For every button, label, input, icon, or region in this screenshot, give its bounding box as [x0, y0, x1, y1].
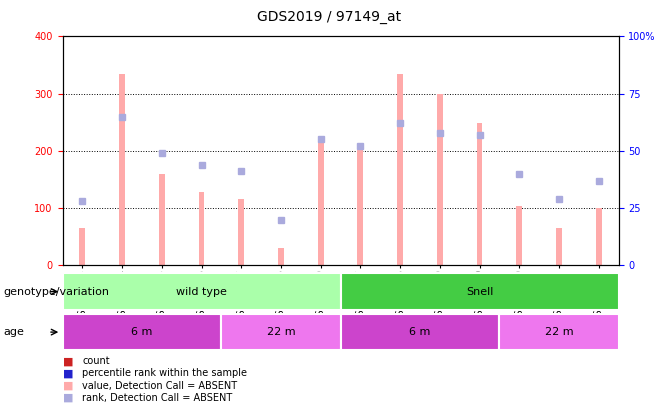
Text: count: count: [82, 356, 110, 366]
Text: percentile rank within the sample: percentile rank within the sample: [82, 369, 247, 378]
Text: ■: ■: [63, 393, 73, 403]
Bar: [357, 145, 363, 265]
Text: ■: ■: [63, 381, 73, 390]
Bar: [199, 192, 205, 265]
Text: Snell: Snell: [466, 287, 494, 296]
Text: ■: ■: [63, 356, 73, 366]
Bar: [341, 273, 619, 310]
Text: 6 m: 6 m: [131, 327, 153, 337]
Text: ■: ■: [63, 369, 73, 378]
Bar: [119, 74, 125, 265]
Text: 6 m: 6 m: [409, 327, 430, 337]
Bar: [80, 228, 86, 265]
Text: GDS2019 / 97149_at: GDS2019 / 97149_at: [257, 10, 401, 24]
Text: genotype/variation: genotype/variation: [3, 287, 109, 296]
Bar: [63, 314, 221, 350]
Bar: [595, 208, 601, 265]
Bar: [63, 273, 341, 310]
Bar: [238, 200, 244, 265]
Bar: [159, 174, 164, 265]
Text: value, Detection Call = ABSENT: value, Detection Call = ABSENT: [82, 381, 238, 390]
Bar: [397, 74, 403, 265]
Text: 22 m: 22 m: [545, 327, 573, 337]
Bar: [278, 248, 284, 265]
Bar: [341, 314, 499, 350]
Text: rank, Detection Call = ABSENT: rank, Detection Call = ABSENT: [82, 393, 232, 403]
Text: wild type: wild type: [176, 287, 227, 296]
Bar: [221, 314, 341, 350]
Bar: [517, 207, 522, 265]
Bar: [476, 124, 482, 265]
Bar: [556, 228, 562, 265]
Bar: [499, 314, 619, 350]
Bar: [437, 94, 443, 265]
Bar: [318, 142, 324, 265]
Text: 22 m: 22 m: [266, 327, 295, 337]
Text: age: age: [3, 327, 24, 337]
